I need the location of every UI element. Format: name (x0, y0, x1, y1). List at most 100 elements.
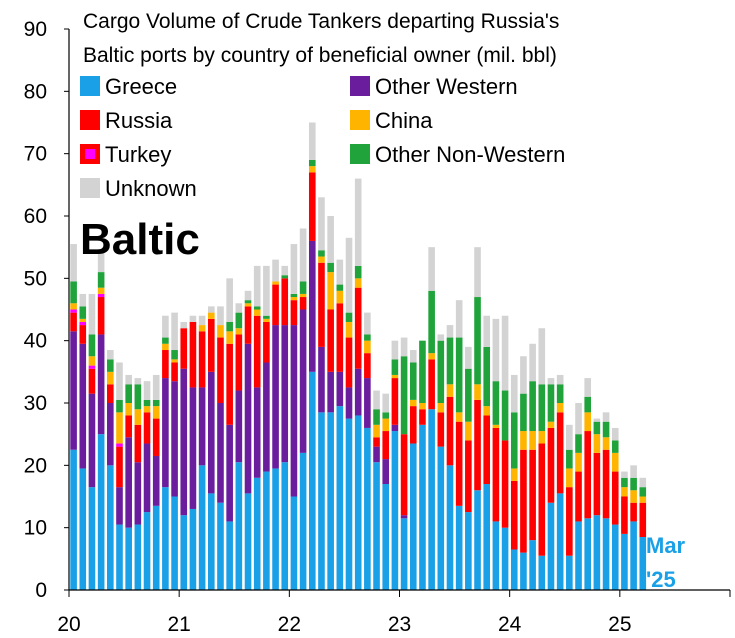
bar-segment-russia (79, 325, 87, 344)
bar-segment-other-western (152, 455, 160, 506)
bar-segment-china (409, 399, 417, 407)
bar-segment-unknown (501, 315, 509, 391)
bar-segment-unknown (639, 477, 647, 488)
bar-segment-other-non-western (318, 250, 325, 257)
bar-segment-russia (510, 480, 518, 550)
bar-segment-china (354, 278, 362, 288)
bar-segment-other-non-western (290, 293, 298, 298)
bar-segment-russia (70, 312, 77, 332)
bar-segment-other-non-western (547, 384, 555, 422)
bar-segment-other-non-western (556, 384, 564, 403)
bar-segment-russia (593, 452, 601, 516)
x-tick-label: 22 (278, 613, 301, 636)
bar-segment-unknown (492, 318, 500, 382)
bar-segment-russia (189, 321, 197, 388)
bar-segment-other-western (244, 343, 252, 494)
bar-segment-unknown (566, 424, 573, 450)
bar-segment-greece (327, 412, 334, 590)
bar-segment-other-non-western (483, 346, 491, 407)
bar-segment-greece (382, 484, 390, 590)
bar-segment-other-non-western (97, 272, 105, 288)
legend-swatch (80, 178, 100, 198)
bar-segment-china (125, 403, 132, 416)
bar-segment-other-non-western (437, 340, 445, 403)
bar-segment-russia (327, 309, 334, 372)
bar-segment-greece (79, 468, 87, 590)
bar-segment-other-western (88, 393, 96, 488)
bar-segment-china (308, 166, 316, 173)
bar-segment-china (492, 424, 500, 428)
legend-swatch-inner (85, 149, 95, 159)
bar-segment-other-western (318, 346, 325, 413)
bar-segment-other-non-western (400, 356, 408, 435)
legend: Greece Other Western Russia China Turkey Othe… (80, 74, 565, 201)
bar-segment-china (520, 431, 527, 450)
bar-segment-greece (364, 427, 371, 590)
bar-segment-china (455, 412, 463, 422)
y-tick-label: 30 (24, 392, 47, 415)
bar-segment-unknown (97, 250, 105, 273)
bar-segment-greece (520, 552, 527, 590)
bar-segment-china (566, 468, 573, 488)
legend-swatch (80, 110, 100, 130)
bar-segment-unknown (171, 312, 178, 351)
axes-layer: 0 10 20 30 40 50 60 70 80 90 20 21 22 23 24 25 (24, 18, 731, 636)
bar-segment-other-western (382, 459, 390, 485)
bar-segment-unknown (125, 374, 132, 385)
bar-segment-unknown (217, 306, 224, 326)
bar-segment-other-non-western (364, 334, 371, 341)
bar-segment-other-western (235, 390, 243, 463)
bar-segment-russia (336, 303, 344, 372)
bar-segment-other-western (171, 381, 178, 497)
bar-segment-other-non-western (520, 393, 527, 432)
bar-segment-other-western (345, 387, 353, 419)
bar-segment-china (88, 356, 96, 366)
bar-segment-greece (465, 512, 472, 590)
bar-segment-unknown (253, 265, 261, 307)
legend-item-china: China (350, 108, 433, 133)
bar-segment-china (474, 384, 481, 400)
bar-segment-other-non-western (446, 337, 454, 385)
bar-segment-greece (235, 462, 243, 590)
bar-segment-russia (409, 406, 417, 444)
legend-item-unknown: Unknown (80, 176, 197, 201)
bar-segment-unknown (483, 315, 491, 347)
bar-segment-other-western (400, 515, 408, 519)
bar-segment-unknown (88, 293, 96, 335)
bar-segment-greece (299, 452, 307, 590)
bar-segment-other-non-western (143, 399, 151, 407)
bars-layer (70, 122, 647, 590)
bar-segment-greece (639, 537, 647, 590)
bar-segment-unknown (290, 244, 298, 294)
bar-segment-other-western (308, 240, 316, 372)
bar-segment-greece (446, 465, 454, 590)
bar-segment-turkey (79, 321, 87, 326)
bar-segment-greece (281, 462, 289, 590)
bar-segment-china (290, 297, 298, 301)
bar-segment-china (226, 331, 233, 344)
bar-segment-greece (125, 527, 132, 590)
bar-segment-china (134, 409, 142, 425)
bar-segment-russia (97, 297, 105, 335)
bar-segment-turkey (70, 309, 77, 313)
bar-segment-russia (125, 415, 132, 438)
bar-segment-russia (621, 496, 628, 534)
bar-segment-other-non-western (566, 449, 573, 469)
bar-segment-other-non-western (501, 390, 509, 441)
bar-segment-russia (116, 446, 123, 488)
annotation-line: Mar (646, 533, 686, 558)
bar-segment-other-non-western (584, 396, 592, 413)
bar-segment-china (364, 340, 371, 354)
bar-segment-other-non-western (391, 359, 399, 375)
bar-segment-other-western (79, 343, 87, 469)
bar-segment-greece (602, 518, 610, 590)
bar-segment-other-non-western (538, 384, 546, 432)
bar-segment-china (318, 256, 325, 263)
bar-segment-china (253, 309, 261, 316)
bar-segment-other-western (70, 331, 77, 450)
bar-segment-russia (290, 300, 298, 326)
bar-segment-other-non-western (465, 368, 472, 422)
bar-segment-other-non-western (409, 362, 417, 400)
bar-segment-russia (639, 502, 647, 538)
bar-segment-greece (290, 496, 298, 590)
